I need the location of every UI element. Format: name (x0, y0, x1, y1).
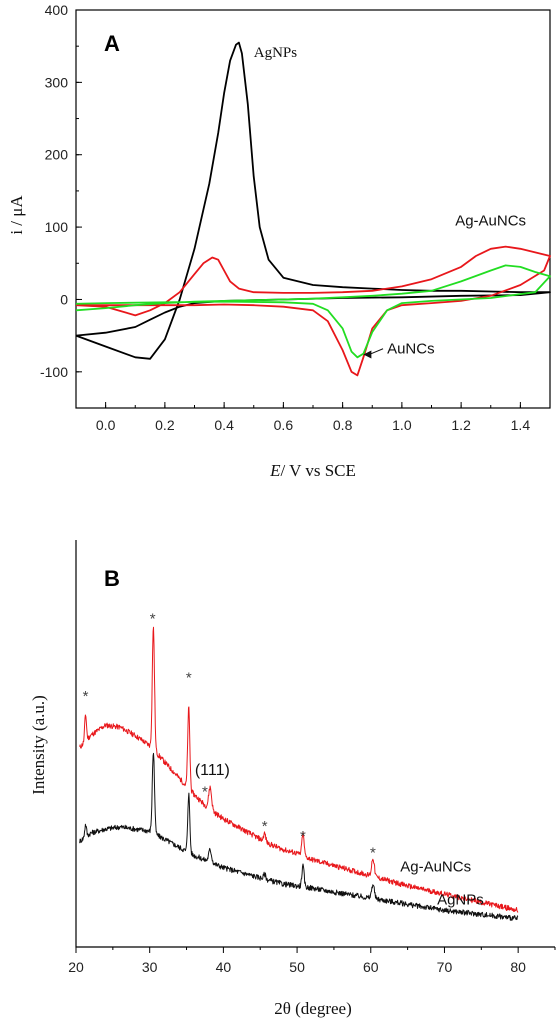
panel-a-x-tick-label: 1.0 (392, 417, 412, 433)
panel-b-peak-marker: * (300, 828, 306, 845)
panel-a-x-tick-label: 0.2 (155, 417, 175, 433)
panel-a-y-tick-label: -100 (40, 364, 68, 380)
panel-a-y-axis-label: i / μA (7, 195, 26, 235)
panel-a-series-ag-auncs (75, 245, 551, 377)
panel-b-x-tick-label: 20 (68, 959, 84, 975)
panel-a-ticks: 0.0 0.2 0.4 0.6 0.8 1.0 1.2 1.4 -100 0 100 200 300 40… (40, 2, 551, 433)
panel-b-peak-marker: * (202, 783, 208, 800)
panel-a-x-tick-label: 1.4 (511, 417, 531, 433)
panel-b-label: B (104, 566, 120, 591)
panel-b-series-label: AgNPs (437, 891, 484, 908)
panel-b-peak-marker: * (186, 669, 192, 686)
panel-a-y-tick-label: 100 (45, 219, 69, 235)
panel-b-y-axis-label: Intensity (a.u.) (29, 695, 48, 795)
panel-b-x-tick-label: 50 (289, 959, 305, 975)
panel-b-x-tick-label: 30 (142, 959, 158, 975)
panel-a-annotation: AgNPs (254, 45, 298, 61)
panel-a-y-tick-label: 400 (45, 2, 69, 18)
panel-a-x-tick-label: 0.4 (214, 417, 234, 433)
panel-b-annotation: (111) (195, 762, 230, 779)
panel-a-x-tick-label: 0.8 (333, 417, 353, 433)
panel-b-x-tick-label: 70 (437, 959, 453, 975)
panel-b-peak-marker: * (370, 844, 376, 861)
panel-a-x-tick-label: 0.6 (274, 417, 294, 433)
panel-a-arrowhead (363, 350, 372, 359)
panel-b-series-group (79, 626, 519, 921)
panel-b-x-tick-label: 80 (510, 959, 526, 975)
panel-a-series-auncs (75, 264, 551, 359)
panel-a-plot-area (75, 9, 551, 409)
panel-a-x-tick-label: 1.2 (451, 417, 471, 433)
panel-a-series-group (75, 41, 551, 377)
panel-a-y-tick-label: 300 (45, 74, 69, 90)
panel-b-xrd-pattern: 20 30 40 50 60 70 80 B Intensity (a.u.) 2θ (de… (29, 540, 556, 1018)
panel-b-annotations: (111) * * * * * * * Ag-AuNCs AgNPs (83, 610, 484, 908)
panel-a-annotations: AgNPs Ag-AuNCs AuNCs (254, 45, 526, 359)
panel-b-series-agnps (79, 752, 519, 921)
panel-a-x-axis-label: E/ V vs SCE (269, 461, 356, 480)
panel-b-peak-marker: * (83, 688, 89, 705)
panel-a-annotation: AuNCs (387, 341, 435, 358)
panel-b-x-tick-label: 40 (216, 959, 232, 975)
panel-b-x-tick-label: 60 (363, 959, 379, 975)
panel-b-x-axis-label: 2θ (degree) (274, 999, 352, 1018)
panel-a-y-tick-label: 200 (45, 147, 69, 163)
panel-b-peak-marker: * (262, 818, 268, 835)
panel-b-series-ag-auncs (79, 626, 519, 913)
panel-a-x-axis-label-italic: E (269, 461, 281, 480)
panel-b-ticks: 20 30 40 50 60 70 80 (68, 947, 556, 975)
panel-b-peak-marker: * (150, 610, 156, 627)
panel-a-annotation: Ag-AuNCs (455, 213, 526, 230)
panel-a-x-tick-label: 0.0 (96, 417, 116, 433)
panel-a-x-axis-label-rest: / V vs SCE (280, 461, 355, 480)
panel-a-arrow (369, 348, 384, 355)
panel-b-series-label: Ag-AuNCs (400, 859, 471, 876)
panel-a-cyclic-voltammogram: 0.0 0.2 0.4 0.6 0.8 1.0 1.2 1.4 -100 0 100 200 300 40… (7, 2, 551, 480)
panel-a-label: A (104, 31, 120, 56)
panel-a-y-tick-label: 0 (60, 291, 68, 307)
